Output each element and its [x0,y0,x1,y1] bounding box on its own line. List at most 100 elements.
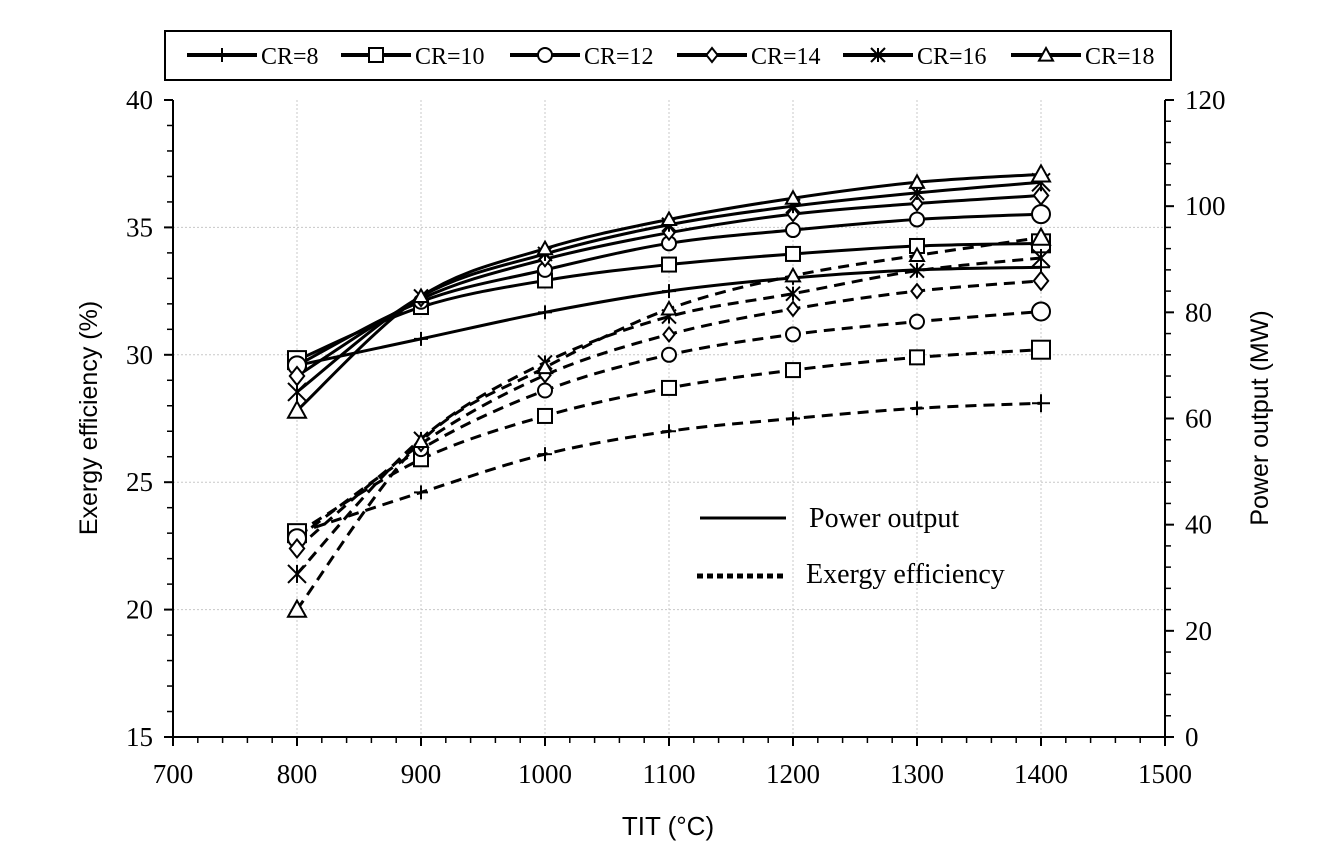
grid-lines [173,100,1165,737]
power-output-point-cr-18 [536,239,554,256]
exergy-efficiency-point-cr-16 [1031,248,1051,268]
exergy-efficiency-point-cr-18 [908,246,926,263]
style-legend-solid-label: Power output [809,503,959,534]
power-output-point-cr-8 [414,331,428,346]
x-axis-label: TIT (°C) [622,811,714,841]
legend-label: CR=16 [917,44,987,70]
y-right-tick-label: 20 [1185,616,1212,646]
power-output-point-cr-14 [910,194,924,213]
exergy-efficiency-point-cr-8 [538,447,552,462]
y-left-tick-label: 25 [126,467,153,497]
legend-label: CR=10 [415,44,485,70]
y-right-tick-label: 40 [1185,510,1212,540]
exergy-efficiency-point-cr-8 [1032,394,1050,413]
exergy-efficiency-point-cr-16 [909,263,925,279]
y-right-tick-label: 60 [1185,404,1212,434]
exergy-efficiency-line-cr-16 [295,256,1042,575]
y-left-tick-label: 20 [126,595,153,625]
y-left-tick-label: 35 [126,212,153,242]
x-tick-label: 800 [277,759,318,789]
legend-label: CR=14 [751,44,821,70]
exergy-efficiency-point-cr-16 [785,285,801,302]
exergy-efficiency-point-cr-18 [660,299,678,316]
tick-labels: 700 800 900 1000 1100 1200 1300 1400 15001520253… [126,85,1226,789]
x-tick-label: 1400 [1014,759,1068,789]
power-output-point-cr-10 [785,245,801,262]
exergy-efficiency-point-cr-10 [1031,339,1051,360]
legend-entry-cr-12: CR=12 [510,44,654,70]
style-legend-dashed-label: Exergy efficiency [806,559,1005,590]
x-tick-label: 1500 [1138,759,1192,789]
legend-marker [215,48,229,62]
power-output-point-cr-8 [538,305,552,320]
legend-entry-cr-14: CR=14 [677,44,821,70]
style-legend: Power output Exergy efficiency [697,503,1005,590]
power-output-point-cr-18 [286,399,308,419]
exergy-efficiency-point-cr-18 [286,598,308,618]
power-output-point-cr-14 [1032,184,1050,207]
x-tick-label: 1000 [518,759,572,789]
legend-label: CR=8 [261,44,319,70]
y-left-tick-label: 15 [126,722,153,752]
exergy-efficiency-point-cr-10 [537,407,553,424]
y-left-tick-label: 30 [126,340,153,370]
power-output-point-cr-14 [662,224,676,242]
legend-entry-cr-10: CR=10 [341,44,485,70]
exergy-efficiency-point-cr-8 [414,485,428,500]
power-output-point-cr-18 [908,173,926,189]
power-output-point-cr-16 [287,382,307,402]
x-tick-label: 900 [401,759,442,789]
power-output-point-cr-14 [786,205,800,223]
exergy-efficiency-point-cr-14 [662,325,676,344]
legend-entry-cr-16: CR=16 [843,44,987,70]
power-output-point-cr-18 [660,210,678,227]
exergy-efficiency-point-cr-12 [909,313,925,330]
exergy-efficiency-point-cr-14 [910,282,924,300]
y-right-tick-label: 100 [1185,191,1226,221]
legend-entry-cr-18: CR=18 [1011,44,1155,70]
legend-label: CR=12 [584,44,654,70]
legend-label: CR=18 [1085,44,1155,70]
exergy-efficiency-point-cr-16 [287,564,307,584]
power-output-point-cr-8 [662,284,676,299]
y-left-tick-label: 40 [126,85,153,115]
exergy-efficiency-point-cr-8 [786,411,800,426]
x-tick-label: 1100 [643,759,696,789]
power-output-point-cr-18 [1030,163,1052,183]
legend-marker [537,47,553,63]
exergy-efficiency-point-cr-12 [661,346,677,363]
exergy-efficiency-point-cr-14 [786,300,800,318]
exergy-efficiency-point-cr-8 [662,424,676,439]
exergy-efficiency-point-cr-12 [785,326,801,343]
power-output-point-cr-12 [785,222,801,239]
power-output-point-cr-10 [661,256,677,273]
exergy-efficiency-point-cr-18 [412,432,430,449]
legend-marker [1037,45,1055,62]
exergy-efficiency-point-cr-8 [910,401,924,416]
legend-marker [870,47,886,63]
legend-box [164,30,1172,81]
power-output-point-cr-18 [784,189,802,205]
exergy-efficiency-point-cr-18 [784,266,802,283]
exergy-efficiency-point-cr-12 [1031,301,1051,322]
power-output-point-cr-18 [412,287,430,304]
axes [164,99,1174,746]
power-output-point-cr-12 [1031,204,1051,225]
exergy-efficiency-point-cr-14 [288,537,306,560]
legend-marker [705,46,719,64]
series-markers [286,163,1052,618]
exergy-efficiency-point-cr-14 [1032,270,1050,292]
y-right-tick-label: 0 [1185,722,1199,752]
exergy-efficiency-point-cr-18 [1030,226,1052,246]
x-tick-label: 1200 [766,759,820,789]
y-axis-right-label: Power output (MW) [1246,310,1274,525]
legend-entry-cr-8: CR=8 [187,44,319,70]
y-axis-left-label: Exergy efficiency (%) [75,301,103,535]
exergy-efficiency-point-cr-10 [909,349,925,366]
legend-entries: CR=8 CR=10 CR=12 CR=14 CR=16 CR=18 [187,44,1155,70]
exergy-efficiency-point-cr-10 [785,362,801,379]
power-output-point-cr-12 [909,211,925,228]
y-right-tick-label: 120 [1185,85,1226,115]
x-tick-label: 700 [153,759,194,789]
